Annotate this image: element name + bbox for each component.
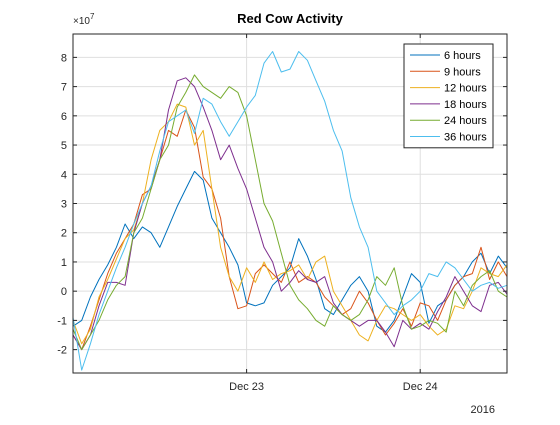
y-tick-label: 0 (61, 286, 67, 298)
series-line-24-hours (72, 74, 508, 351)
series-line-9-hours (72, 109, 508, 351)
y-tick-label: 2 (61, 228, 67, 240)
x-tick-label: Dec 24 (403, 381, 438, 393)
chart-title: Red Cow Activity (237, 11, 343, 26)
series-line-6-hours (72, 170, 508, 333)
legend: 6 hours 9 hours 12 hours 18 hours 24 hours 36… (403, 43, 494, 149)
y-tick-label: 6 (61, 111, 67, 123)
y-tick-label: 3 (61, 199, 67, 211)
x-axis-year-label: 2016 (471, 404, 495, 416)
legend-entry-label: 6 hours (444, 50, 481, 62)
y-tick-label: 4 (61, 169, 67, 181)
x-tick-label: Dec 23 (229, 381, 264, 393)
legend-entry-label: 9 hours (444, 66, 481, 78)
y-exponent-base: ×10 (73, 16, 90, 27)
y-exponent-power: 7 (90, 12, 95, 21)
y-axis-exponent: ×107 (73, 12, 95, 27)
series-line-36-hours (72, 51, 508, 371)
legend-entry-label: 12 hours (444, 83, 487, 95)
legend-box (403, 43, 494, 149)
y-tick-label: 7 (61, 82, 67, 94)
y-tick-label: 5 (61, 140, 67, 152)
y-tick-label: -2 (57, 345, 67, 357)
axis-ticks: -2 -1 0 1 2 3 4 5 6 7 8 Dec 23 Dec 24 (57, 34, 507, 393)
legend-entry-label: 24 hours (444, 115, 487, 127)
legend-entry-label: 36 hours (444, 132, 487, 144)
y-tick-label: -1 (57, 315, 67, 327)
series-line-12-hours (72, 103, 508, 345)
series-lines (72, 51, 508, 371)
legend-entry-label: 18 hours (444, 99, 487, 111)
y-tick-label: 8 (61, 52, 67, 64)
y-tick-label: 1 (61, 257, 67, 269)
